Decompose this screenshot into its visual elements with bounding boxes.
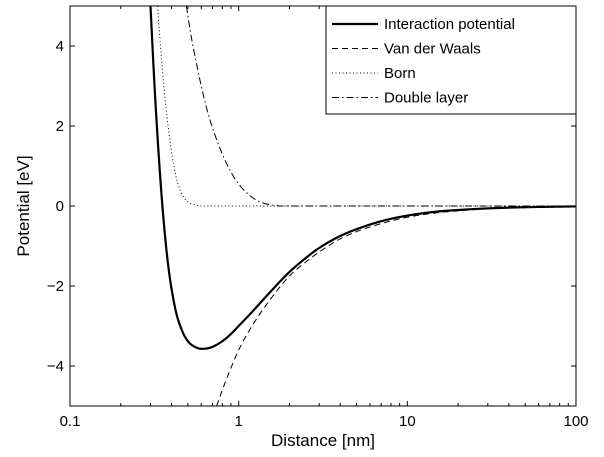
x-tick-label: 10 <box>399 413 416 430</box>
x-axis-title: Distance [nm] <box>271 431 375 450</box>
legend-label: Born <box>384 65 416 82</box>
curves <box>149 6 576 406</box>
series-line-2 <box>156 6 576 207</box>
x-tick-label: 1 <box>234 413 242 430</box>
series-line-3 <box>185 6 576 207</box>
legend-label: Double layer <box>384 90 468 107</box>
x-tick-label: 0.1 <box>60 413 81 430</box>
series-line-0 <box>149 6 576 350</box>
y-tick-label: 2 <box>56 118 64 135</box>
legend-label: Interaction potential <box>384 16 515 33</box>
legend: Interaction potential Van der Waals Born Do… <box>325 5 577 115</box>
y-axis-title: Potential [eV] <box>14 155 33 256</box>
y-tick-label: 4 <box>56 38 64 55</box>
legend-label: Van der Waals <box>384 41 481 58</box>
y-tick-label: −2 <box>47 278 64 295</box>
x-tick-label: 100 <box>563 413 588 430</box>
y-tick-label: −4 <box>47 358 64 375</box>
plot-frame <box>69 5 577 407</box>
series-line-1 <box>216 206 576 406</box>
y-tick-label: 0 <box>56 198 64 215</box>
ticks: 0.1 1 10 100 −4 −2 0 2 4 <box>47 6 589 430</box>
